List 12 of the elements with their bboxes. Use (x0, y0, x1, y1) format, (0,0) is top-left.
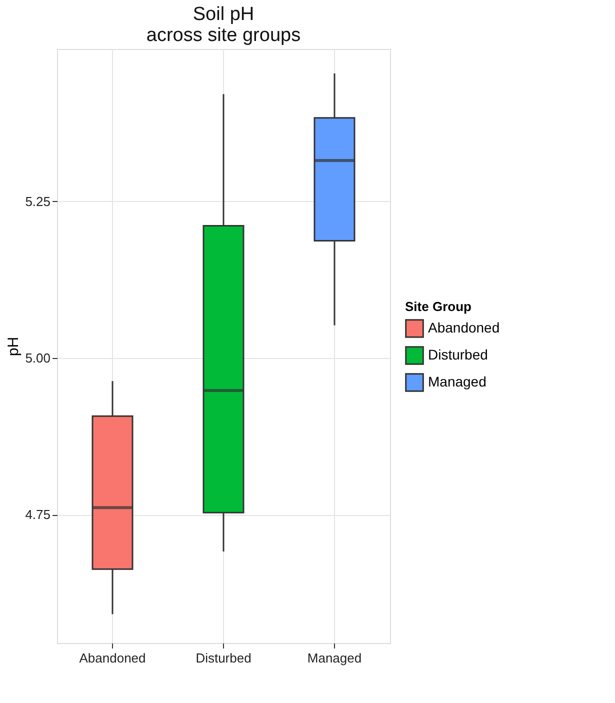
y-tick-label: 5.25 (25, 194, 50, 209)
x-tick-label: Abandoned (79, 650, 146, 666)
legend-label: Disturbed (428, 346, 488, 362)
y-tick-label: 5.00 (25, 350, 50, 366)
y-tick-label: 4.75 (25, 507, 50, 522)
x-tick-label: Managed (307, 650, 362, 666)
y-axis-title: pH (5, 336, 22, 356)
legend-label: Abandoned (428, 320, 500, 336)
x-tick-label: Disturbed (196, 650, 252, 666)
legend-label: Managed (428, 374, 486, 390)
chart-title: Soil pH across site groups (146, 4, 301, 46)
legend-title: Site Group (405, 299, 472, 314)
